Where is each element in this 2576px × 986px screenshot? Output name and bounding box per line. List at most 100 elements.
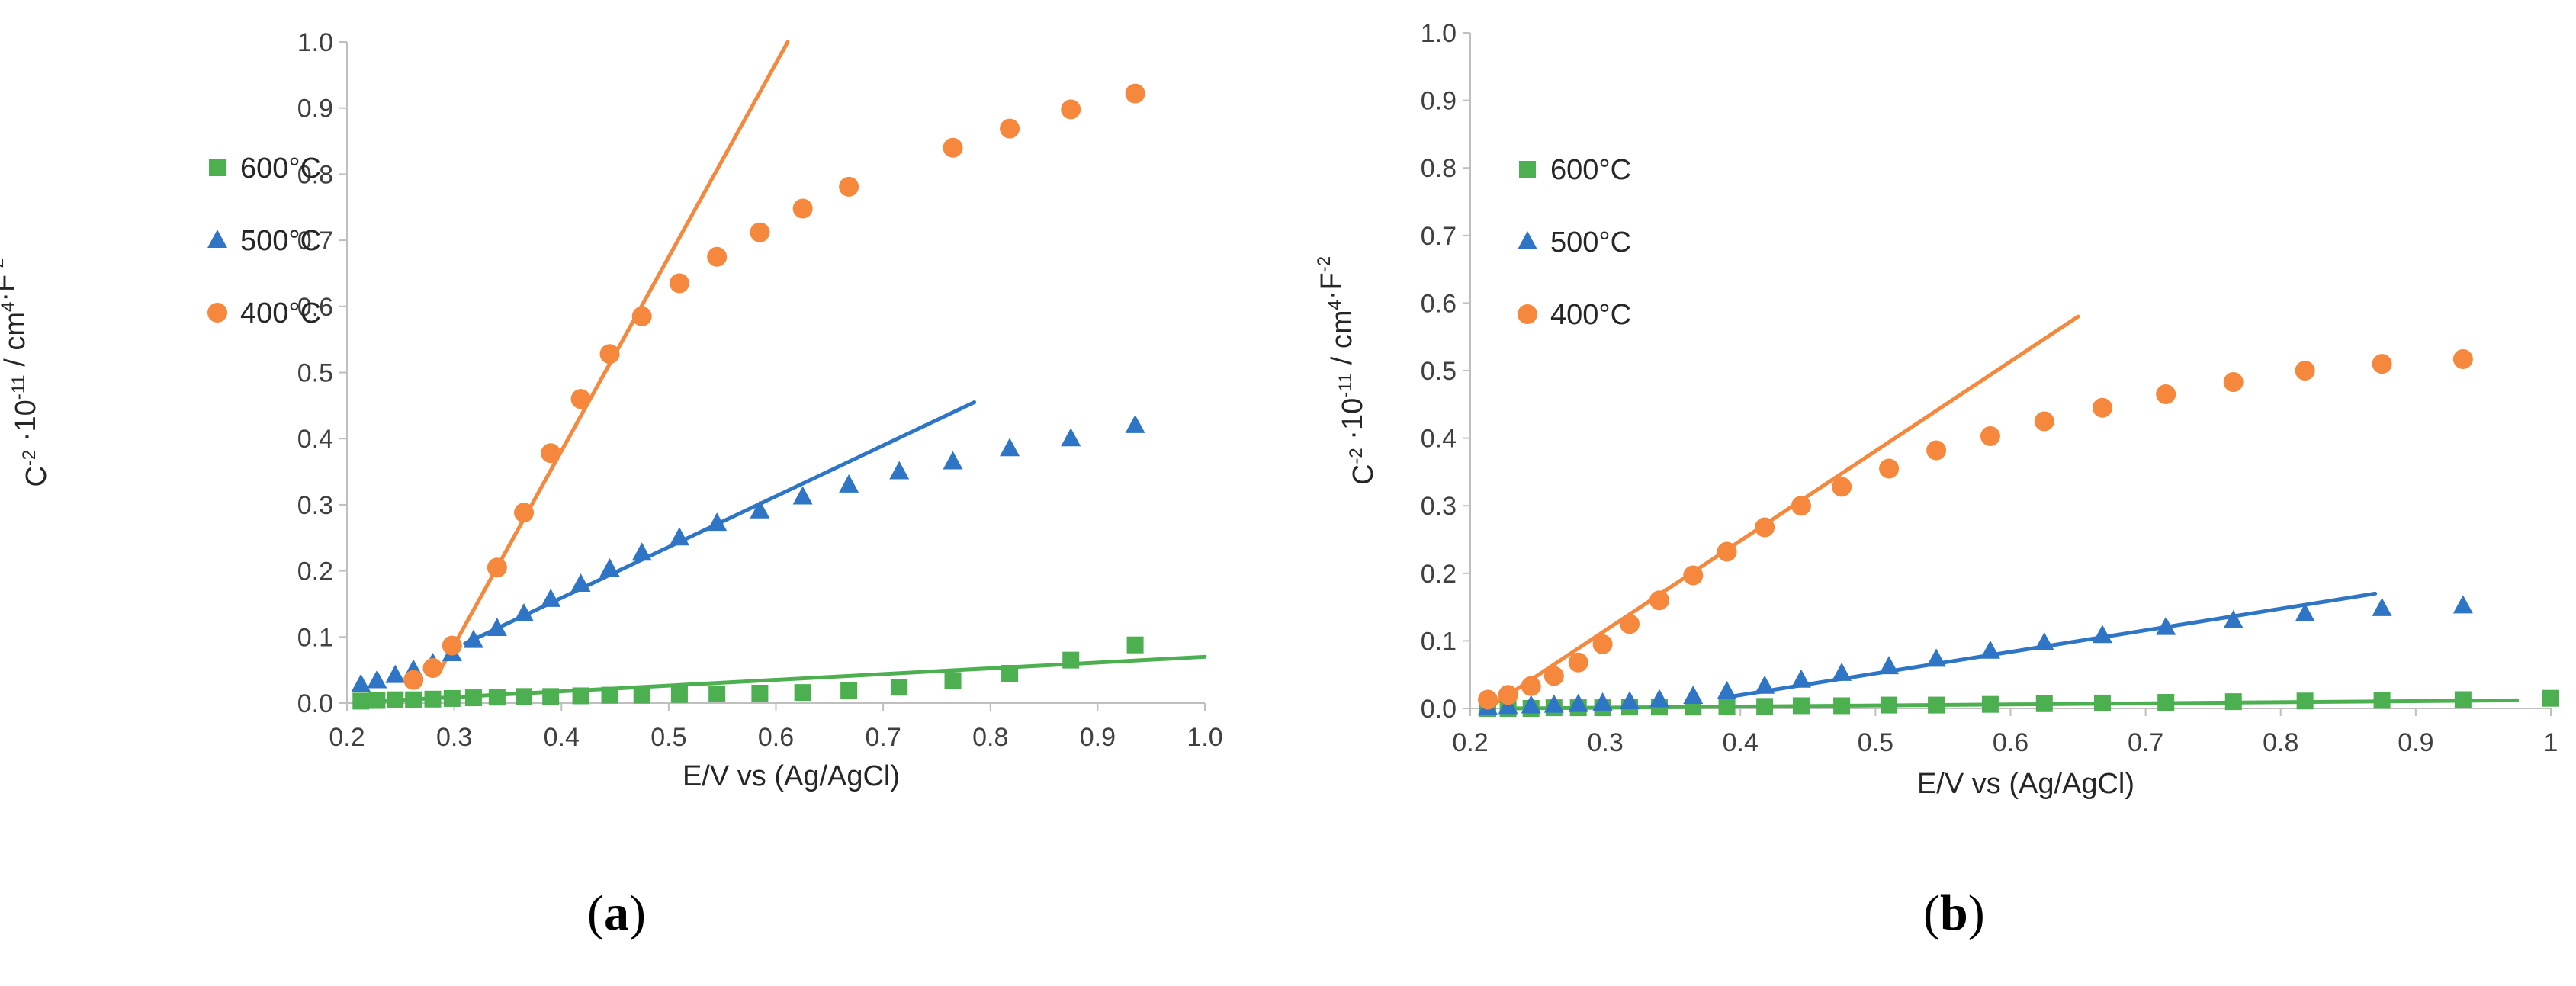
y-tick-label: 0.1 [1421,627,1457,656]
y-axis-label-part: / cm [1326,310,1358,373]
y-tick-label: 0.7 [297,226,333,255]
data-point-600c [1928,696,1945,714]
data-point-600c [1001,664,1019,682]
data-point-500c [1543,694,1564,713]
y-axis-label-superscript: -2 [0,258,8,274]
data-point-400c [1879,458,1900,479]
data-point-600c [572,687,589,705]
data-point-400c [2092,397,2112,418]
data-point-400c [1543,666,1564,686]
y-tick-label: 0.9 [297,95,333,124]
legend-marker-600c [1519,161,1536,178]
data-point-600c [516,688,533,705]
x-axis-label: E/V vs (Ag/AgCl) [1917,768,2134,800]
data-point-600c [891,679,908,696]
data-point-500c [570,573,591,592]
x-tick-label: 0.6 [758,723,794,752]
data-point-600c [2093,694,2111,711]
data-point-400c [707,246,728,267]
data-point-400c [1926,440,1947,461]
legend-marker-400c [207,303,227,323]
data-point-400c [1592,634,1613,654]
y-tick-label: 0.9 [1421,87,1457,116]
legend-label-600c: 600°C [240,153,321,185]
data-point-600c [488,689,506,706]
y-axis-label: C-2 ·10-11 / cm4·F-2 [1314,256,1380,485]
y-axis-label-part: / cm [0,312,31,374]
y-axis-label-superscript: -2 [19,450,40,466]
data-point-600c [443,689,461,707]
x-tick-label: 0.9 [2398,728,2433,757]
x-tick-label: 0.2 [1452,728,1488,757]
data-point-500c [2156,616,2176,635]
data-point-600c [368,692,386,709]
data-point-600c [1062,651,1080,669]
data-point-500c [514,602,535,621]
data-point-400c [487,557,507,578]
y-axis-label-part: C [1347,464,1380,485]
data-point-400c [2295,361,2315,381]
data-point-500c [2452,595,2473,614]
legend-marker-500c [207,230,227,248]
data-point-500c [1061,428,1081,447]
panel-label-b: (b) [1923,885,1985,941]
data-point-500c [1755,675,1775,694]
data-point-500c [2223,609,2244,628]
y-tick-label: 0.1 [297,623,333,652]
y-tick-label: 0.6 [1421,289,1457,318]
data-point-400c [1791,496,1811,516]
data-point-500c [1592,692,1613,711]
data-point-600c [424,690,442,708]
data-point-400c [1649,590,1669,611]
x-tick-label: 0.5 [650,723,686,752]
y-axis-label-superscript: 4 [0,302,18,312]
data-point-500c [1879,656,1900,675]
legend-marker-600c [209,159,226,176]
data-point-500c [2092,625,2112,644]
data-point-400c [2034,411,2054,432]
data-point-600c [751,684,769,702]
data-point-500c [1649,689,1669,708]
x-tick-label: 0.9 [1080,723,1116,752]
data-point-400c [2223,372,2244,393]
y-tick-label: 0.8 [297,160,333,189]
x-tick-label: 0.8 [2263,728,2298,757]
data-point-600c [794,684,811,702]
data-point-600c [352,692,370,710]
legend-label-500c: 500°C [240,225,321,257]
y-tick-label: 1.0 [1421,19,1457,48]
data-point-500c [1683,686,1704,705]
data-point-500c [2372,597,2392,616]
y-tick-label: 0.6 [297,293,333,322]
legend-marker-400c [1518,304,1537,324]
y-tick-label: 0.3 [1421,492,1457,521]
data-point-500c [351,673,371,692]
x-tick-label: 1.0 [1187,723,1222,752]
data-point-400c [1832,477,1852,497]
x-tick-label: 0.7 [865,723,901,752]
x-tick-label: 0.6 [1993,728,2028,757]
data-point-500c [599,557,620,577]
y-tick-label: 0.5 [297,359,333,388]
data-point-600c [542,688,560,705]
data-point-400c [403,670,424,690]
data-point-500c [1980,640,2000,659]
data-point-400c [1980,426,2000,446]
data-point-500c [541,588,561,607]
legend-label-500c: 500°C [1550,226,1631,259]
y-tick-label: 0.4 [1421,425,1457,454]
data-point-400c [1061,99,1081,120]
data-point-600c [2373,692,2391,709]
y-axis-label-superscript: -11 [1335,373,1356,398]
data-point-400c [943,137,963,158]
data-point-600c [2296,692,2314,710]
data-point-600c [464,689,482,707]
y-axis-label-part: ·F [1315,272,1347,300]
data-point-400c [1620,614,1640,634]
data-point-600c [405,691,422,708]
data-point-500c [792,486,813,505]
data-point-400c [442,635,462,656]
data-point-400c [1498,685,1518,705]
y-tick-label: 1.0 [297,28,333,57]
